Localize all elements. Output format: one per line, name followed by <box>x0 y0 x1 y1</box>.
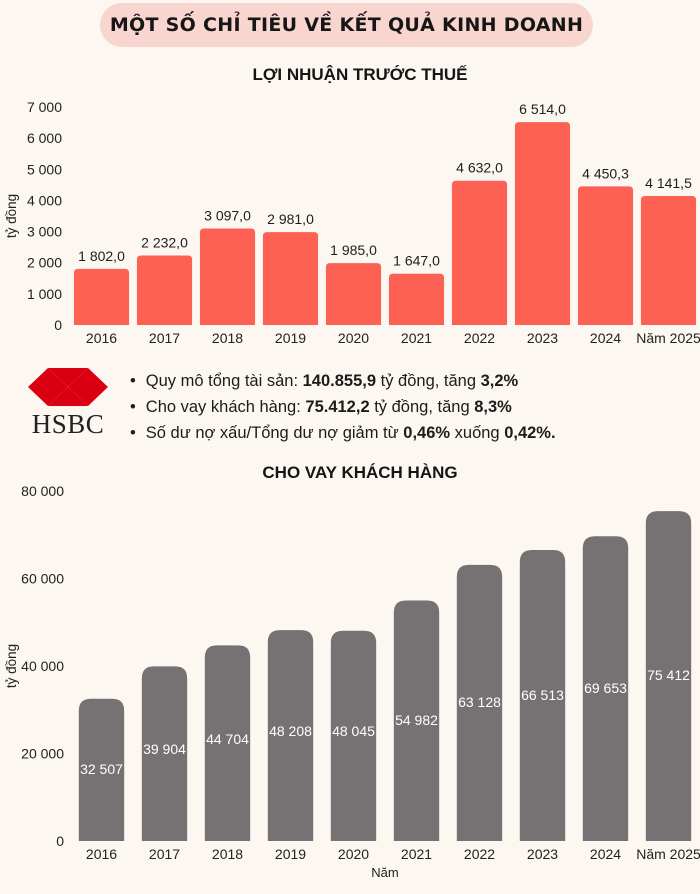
x-tick-label: 2024 <box>590 330 621 346</box>
bar-2016 <box>73 268 130 325</box>
data-label: 44 704 <box>206 731 249 747</box>
y-tick-label: 6 000 <box>27 130 62 146</box>
list-item: Cho vay khách hàng: 75.412,2 tỷ đồng, tă… <box>130 394 556 420</box>
data-label: 4 141,5 <box>645 175 692 191</box>
data-label: 1 647,0 <box>393 253 440 269</box>
y-axis-label: tỷ đồng <box>4 194 19 238</box>
y-tick-label: 4 000 <box>27 192 62 208</box>
chart-title: LỢI NHUẬN TRƯỚC THUẾ <box>253 65 468 84</box>
y-tick-label: 60 000 <box>21 571 64 587</box>
bar-2023 <box>519 550 566 841</box>
x-tick-label: 2024 <box>590 846 621 862</box>
bar-2021 <box>388 273 445 325</box>
y-tick-label: 5 000 <box>27 161 62 177</box>
chart-title: CHO VAY KHÁCH HÀNG <box>262 463 457 482</box>
y-tick-label: 2 000 <box>27 255 62 271</box>
x-tick-label: 2023 <box>527 330 558 346</box>
x-tick-label: 2021 <box>401 846 432 862</box>
bar-2019 <box>262 232 319 325</box>
x-tick-label: 2019 <box>275 846 306 862</box>
bar-năm-2025 <box>640 196 697 325</box>
bar-2021 <box>393 600 440 841</box>
page-title: MỘT SỐ CHỈ TIÊU VỀ KẾT QUẢ KINH DOANH <box>109 14 584 36</box>
x-tick-label: 2021 <box>401 330 432 346</box>
data-label: 75 412 <box>647 667 690 683</box>
data-label: 63 128 <box>458 694 501 710</box>
data-label: 48 045 <box>332 723 375 739</box>
x-tick-label: 2022 <box>464 330 495 346</box>
x-tick-label: 2020 <box>338 330 369 346</box>
bar-2017 <box>141 666 188 841</box>
key-figures-list: Quy mô tổng tài sản: 140.855,9 tỷ đồng, … <box>130 368 556 446</box>
data-label: 69 653 <box>584 680 627 696</box>
data-label: 1 985,0 <box>330 242 377 258</box>
data-label: 54 982 <box>395 712 438 728</box>
bar-2018 <box>204 645 251 841</box>
data-label: 2 981,0 <box>267 211 314 227</box>
y-tick-label: 7 000 <box>27 99 62 115</box>
x-tick-label: Năm 2025 <box>636 846 700 862</box>
hsbc-hexagon-logo <box>28 368 108 406</box>
data-label: 6 514,0 <box>519 101 566 117</box>
y-tick-label: 1 000 <box>27 286 62 302</box>
y-tick-label: 40 000 <box>21 658 64 674</box>
y-tick-label: 20 000 <box>21 746 64 762</box>
page-title-banner: MỘT SỐ CHỈ TIÊU VỀ KẾT QUẢ KINH DOANH <box>100 3 593 47</box>
data-label: 4 450,3 <box>582 165 629 181</box>
x-tick-label: Năm 2025 <box>636 330 700 346</box>
y-tick-label: 0 <box>54 317 62 333</box>
x-tick-label: 2016 <box>86 846 117 862</box>
bar-2017 <box>136 255 193 325</box>
y-tick-label: 80 000 <box>21 483 64 499</box>
bar-2024 <box>582 536 629 841</box>
data-label: 48 208 <box>269 723 312 739</box>
x-tick-label: 2018 <box>212 846 243 862</box>
bar-năm-2025 <box>645 511 692 841</box>
x-tick-label: 2023 <box>527 846 558 862</box>
bar-2020 <box>330 630 377 841</box>
x-tick-label: 2016 <box>86 330 117 346</box>
data-label: 39 904 <box>143 741 186 757</box>
data-label: 4 632,0 <box>456 160 503 176</box>
y-axis-label: tỷ đồng <box>4 644 19 688</box>
bar-2019 <box>267 630 314 841</box>
bar-2018 <box>199 228 256 325</box>
data-label: 2 232,0 <box>141 234 188 250</box>
hsbc-logo-text: HSBC <box>31 409 105 439</box>
y-tick-label: 3 000 <box>27 224 62 240</box>
profit-chart: LỢI NHUẬN TRƯỚC THUẾ tỷ đồng 0 1 000 2 000 3 … <box>4 65 700 346</box>
bar-2016 <box>78 698 125 841</box>
bar-2023 <box>514 122 571 325</box>
data-label: 66 513 <box>521 687 564 703</box>
data-label: 32 507 <box>80 761 123 777</box>
x-tick-label: 2019 <box>275 330 306 346</box>
x-tick-label: 2017 <box>149 330 180 346</box>
data-label: 1 802,0 <box>78 248 125 264</box>
list-item: Số dư nợ xấu/Tổng dư nợ giảm từ 0,46% xu… <box>130 420 556 446</box>
data-label: 3 097,0 <box>204 208 251 224</box>
x-tick-label: 2017 <box>149 846 180 862</box>
bar-2022 <box>451 180 508 325</box>
x-tick-label: 2018 <box>212 330 243 346</box>
list-item: Quy mô tổng tài sản: 140.855,9 tỷ đồng, … <box>130 368 556 394</box>
bar-2022 <box>456 564 503 841</box>
x-tick-label: 2022 <box>464 846 495 862</box>
bar-2020 <box>325 263 382 325</box>
bar-2024 <box>577 186 634 325</box>
x-axis-label: Năm <box>371 865 398 880</box>
y-tick-label: 0 <box>56 833 64 849</box>
x-tick-label: 2020 <box>338 846 369 862</box>
